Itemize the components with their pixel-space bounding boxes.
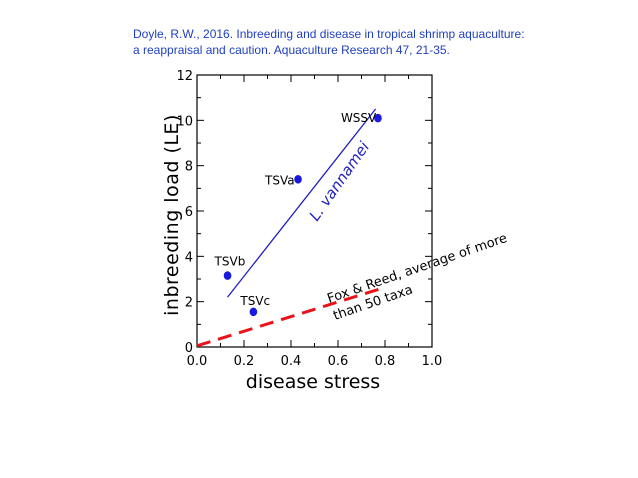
x-tick-label: 0.6 <box>328 354 349 369</box>
y-tick-label: 12 <box>176 69 193 84</box>
citation-line-1: Doyle, R.W., 2016. Inbreeding and diseas… <box>133 27 525 41</box>
citation-line-2: a reappraisal and caution. Aquaculture R… <box>133 43 450 57</box>
x-tick-label: 0.4 <box>281 354 302 369</box>
y-tick-label: 8 <box>185 160 193 175</box>
x-tick-label: 1.0 <box>422 354 443 369</box>
y-tick-label: 10 <box>176 114 193 129</box>
data-points <box>223 113 382 317</box>
chart-labels: disease stress inbreeding load (LE) WSSV TS… <box>161 111 509 393</box>
data-point-wssv <box>374 113 382 123</box>
x-axis-label: disease stress <box>246 371 380 393</box>
x-tick-label: 0.2 <box>234 354 255 369</box>
fit-lines <box>196 108 384 348</box>
y-axis-label: inbreeding load (LE) <box>161 114 183 316</box>
y-tick-label: 4 <box>185 250 193 265</box>
data-point-tsva <box>294 174 302 184</box>
citation: Doyle, R.W., 2016. Inbreeding and diseas… <box>133 26 603 58</box>
vannamei-fit-line <box>227 108 377 298</box>
fox-reed-annotation-line-1: Fox & Reed, average of more <box>325 231 509 307</box>
point-label-tsvb: TSVb <box>214 255 246 269</box>
ticks: 0.0 0.2 0.4 0.6 0.8 1.0 0 2 4 6 8 10 12 <box>176 69 442 369</box>
y-tick-label: 0 <box>185 341 193 356</box>
data-point-tsvc <box>249 307 258 317</box>
fox-reed-line <box>196 286 384 348</box>
y-tick-label: 6 <box>185 205 193 220</box>
x-tick-label: 0.0 <box>187 354 208 369</box>
y-tick-label: 2 <box>185 296 193 311</box>
point-label-tsva: TSVa <box>264 173 295 187</box>
point-label-tsvc: TSVc <box>239 294 270 308</box>
point-label-wssv: WSSV <box>341 111 377 125</box>
data-point-tsvb <box>223 271 232 280</box>
x-tick-label: 0.8 <box>375 354 396 369</box>
vannamei-annotation: L. vannamei <box>306 138 374 225</box>
